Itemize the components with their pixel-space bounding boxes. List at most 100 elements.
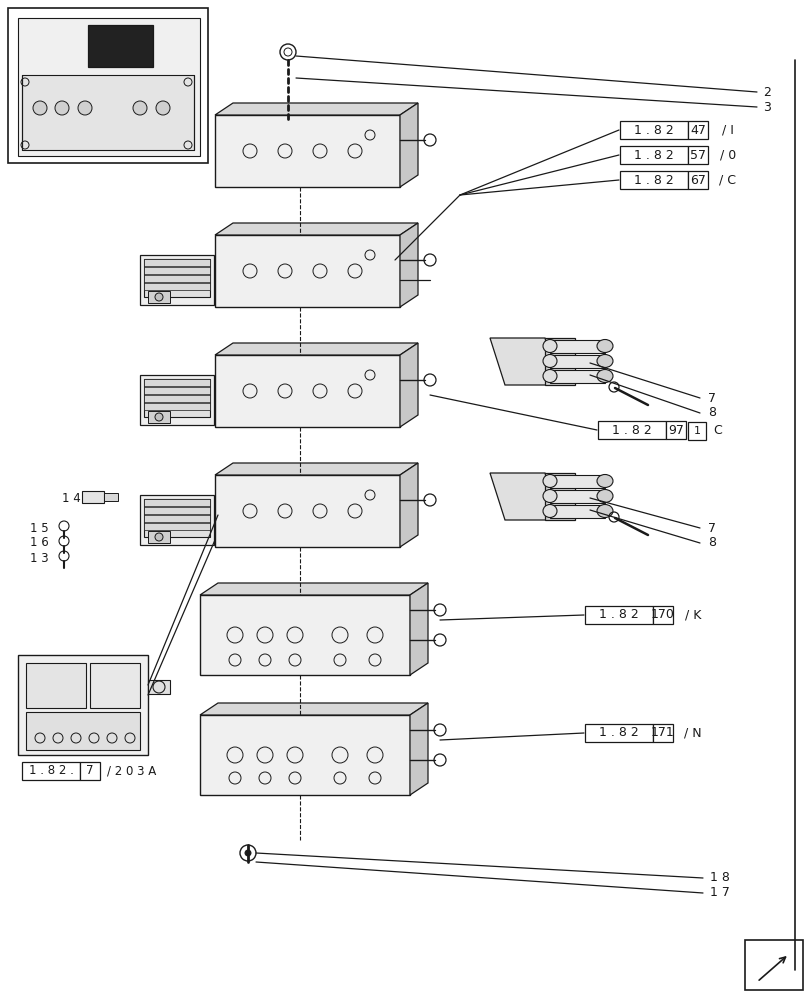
Bar bbox=[549, 475, 604, 488]
Bar bbox=[144, 387, 210, 394]
Bar bbox=[139, 255, 214, 305]
Bar bbox=[687, 146, 707, 164]
Ellipse shape bbox=[543, 340, 556, 353]
Text: 171: 171 bbox=[650, 726, 674, 739]
Ellipse shape bbox=[543, 369, 556, 382]
Bar bbox=[90, 663, 139, 708]
Circle shape bbox=[155, 533, 163, 541]
Bar bbox=[26, 663, 86, 708]
Bar bbox=[620, 171, 687, 189]
Bar bbox=[148, 411, 169, 423]
Text: 47: 47 bbox=[689, 124, 705, 137]
Text: 67: 67 bbox=[689, 174, 705, 187]
Ellipse shape bbox=[596, 340, 612, 353]
Text: 8: 8 bbox=[707, 406, 715, 420]
Bar bbox=[744, 940, 802, 990]
Text: 170: 170 bbox=[650, 608, 674, 621]
Circle shape bbox=[155, 293, 163, 301]
Polygon shape bbox=[215, 343, 418, 355]
Text: 1 . 8 2: 1 . 8 2 bbox=[633, 174, 673, 187]
Bar bbox=[144, 267, 210, 274]
Polygon shape bbox=[400, 223, 418, 307]
Text: C: C bbox=[713, 424, 722, 438]
Circle shape bbox=[78, 101, 92, 115]
Polygon shape bbox=[200, 583, 427, 595]
Polygon shape bbox=[410, 583, 427, 675]
Text: / N: / N bbox=[684, 726, 701, 739]
Text: 3: 3 bbox=[762, 101, 770, 114]
Bar bbox=[82, 491, 104, 503]
Text: 1 . 8 2: 1 . 8 2 bbox=[599, 726, 638, 739]
Bar bbox=[18, 655, 148, 755]
Text: 1 . 8 2: 1 . 8 2 bbox=[611, 424, 651, 436]
Text: / I: / I bbox=[721, 124, 733, 137]
Bar bbox=[549, 490, 604, 503]
Text: 1 . 8 2: 1 . 8 2 bbox=[599, 608, 638, 621]
Bar bbox=[144, 499, 210, 506]
Text: 1 . 8 2: 1 . 8 2 bbox=[633, 149, 673, 162]
Text: 7: 7 bbox=[86, 764, 93, 778]
Polygon shape bbox=[489, 338, 560, 385]
Bar bbox=[22, 762, 80, 780]
Bar bbox=[144, 515, 210, 522]
Bar bbox=[148, 531, 169, 543]
Polygon shape bbox=[489, 473, 560, 520]
Circle shape bbox=[133, 101, 147, 115]
Text: 97: 97 bbox=[667, 424, 683, 436]
Circle shape bbox=[33, 101, 47, 115]
Polygon shape bbox=[215, 463, 418, 475]
Polygon shape bbox=[544, 338, 574, 385]
Bar bbox=[687, 422, 705, 440]
Text: 1: 1 bbox=[693, 426, 700, 436]
Bar bbox=[144, 499, 210, 537]
Bar bbox=[549, 505, 604, 518]
Polygon shape bbox=[215, 103, 418, 115]
Bar bbox=[597, 421, 665, 439]
Text: / 0: / 0 bbox=[719, 149, 736, 162]
Ellipse shape bbox=[543, 355, 556, 367]
Bar bbox=[687, 121, 707, 139]
Bar bbox=[144, 395, 210, 402]
Ellipse shape bbox=[596, 475, 612, 488]
Bar bbox=[8, 8, 208, 163]
Text: 1 3: 1 3 bbox=[30, 552, 49, 564]
Ellipse shape bbox=[596, 355, 612, 367]
Bar bbox=[215, 475, 400, 547]
Text: 1 4: 1 4 bbox=[62, 491, 80, 504]
Text: 1 6: 1 6 bbox=[30, 536, 49, 550]
Text: 57: 57 bbox=[689, 149, 705, 162]
Bar bbox=[80, 762, 100, 780]
Text: 8: 8 bbox=[707, 536, 715, 550]
Bar bbox=[26, 712, 139, 750]
Bar bbox=[88, 25, 152, 67]
Bar bbox=[144, 523, 210, 530]
Bar bbox=[549, 340, 604, 353]
Ellipse shape bbox=[543, 489, 556, 502]
Bar bbox=[148, 680, 169, 694]
Bar bbox=[549, 355, 604, 368]
Bar bbox=[200, 595, 410, 675]
Bar bbox=[144, 259, 210, 297]
Bar bbox=[215, 355, 400, 427]
Bar bbox=[584, 606, 652, 624]
Text: / 2 0 3 A: / 2 0 3 A bbox=[107, 764, 157, 778]
Text: / K: / K bbox=[684, 608, 701, 621]
Bar bbox=[144, 275, 210, 282]
Bar bbox=[584, 724, 652, 742]
Polygon shape bbox=[410, 703, 427, 795]
Ellipse shape bbox=[543, 475, 556, 488]
Bar bbox=[652, 606, 672, 624]
Bar bbox=[215, 235, 400, 307]
Circle shape bbox=[155, 413, 163, 421]
Bar bbox=[144, 507, 210, 514]
Bar bbox=[200, 715, 410, 795]
Bar bbox=[139, 495, 214, 545]
Text: 1 7: 1 7 bbox=[709, 886, 729, 900]
Polygon shape bbox=[400, 463, 418, 547]
Polygon shape bbox=[215, 223, 418, 235]
Bar bbox=[652, 724, 672, 742]
Text: 1 . 8 2: 1 . 8 2 bbox=[633, 124, 673, 137]
Text: 1 8: 1 8 bbox=[709, 871, 729, 884]
Bar bbox=[22, 75, 194, 150]
Text: / C: / C bbox=[719, 174, 736, 187]
